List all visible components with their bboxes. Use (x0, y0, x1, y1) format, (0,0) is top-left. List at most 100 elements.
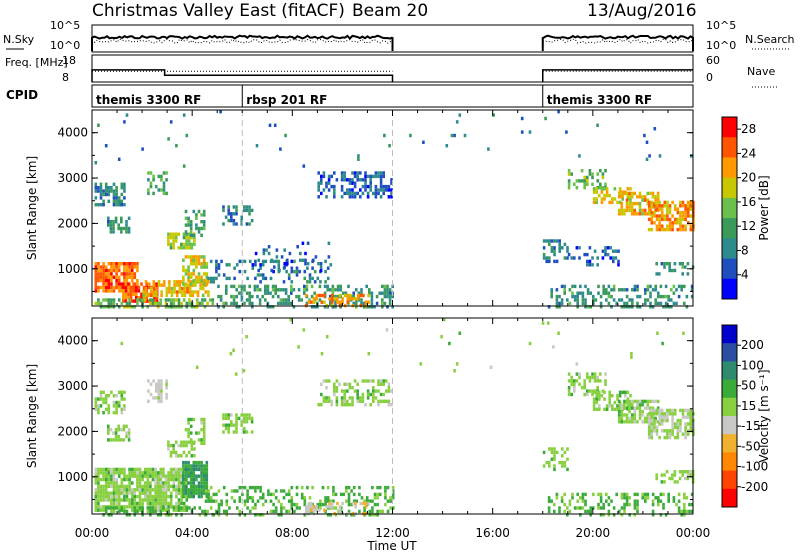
power-cell (248, 259, 252, 264)
vel-cell (385, 328, 389, 332)
vel-cell (689, 408, 693, 413)
power-cell (188, 298, 191, 302)
power-cell (151, 301, 155, 306)
power-cell (625, 205, 629, 209)
power-cell (612, 259, 615, 264)
vel-cell (180, 443, 183, 448)
power-cell (591, 175, 594, 180)
freq-panel: Freq. [MHz] 18 8 60 0 Nave (5, 54, 778, 88)
power-cell (626, 187, 630, 191)
power-cell (136, 265, 139, 269)
power-cell (625, 208, 629, 213)
vel-cell (651, 502, 655, 507)
power-cell (311, 276, 314, 281)
vel-cell (320, 352, 324, 356)
power-colorbar-tick-label-5: 24 (741, 146, 756, 160)
vel-cell (222, 430, 225, 434)
power-cell (689, 227, 693, 232)
power-cell (675, 301, 678, 306)
power-cell (656, 198, 660, 202)
vel-cell (579, 506, 582, 510)
vel-cell (352, 492, 356, 497)
vel-cell (662, 506, 665, 510)
power-cell (312, 258, 315, 262)
vel-cell (182, 443, 186, 448)
power-cell (189, 223, 193, 227)
vel-cell (643, 420, 647, 424)
power-cell (600, 200, 604, 205)
power-cell (656, 195, 660, 199)
power-cell (187, 272, 190, 276)
vel-cell (222, 423, 225, 427)
vel-cell (595, 400, 598, 405)
power-cell (330, 300, 334, 304)
vel-cell (167, 505, 170, 509)
power-cell (284, 291, 288, 295)
power-cell (655, 207, 659, 211)
power-colorbar-segment (722, 157, 737, 179)
power-cell (97, 186, 100, 190)
power-cell (99, 189, 103, 193)
power-cell (379, 195, 383, 199)
power-cell (649, 284, 652, 289)
power-cell (204, 290, 208, 294)
vel-cell (197, 467, 201, 472)
power-cell (195, 226, 198, 231)
power-cell (225, 263, 229, 267)
power-cell (127, 216, 131, 220)
vel-cell (159, 488, 163, 492)
vel-cell (365, 499, 369, 503)
power-cell (653, 127, 657, 131)
vel-cell (187, 471, 190, 475)
power-cell (604, 246, 607, 250)
power-cell (120, 262, 124, 266)
vel-cell (209, 496, 213, 500)
vel-cell (379, 379, 383, 383)
vel-cell (578, 382, 581, 386)
power-cell (279, 147, 282, 151)
vel-cell (187, 428, 190, 432)
power-cell (136, 279, 139, 283)
power-cell (271, 288, 275, 292)
vel-cell (115, 494, 118, 499)
power-cell (305, 284, 309, 289)
power-cell (97, 272, 100, 276)
vel-cell (686, 422, 690, 426)
power-cell (610, 294, 613, 299)
vel-cell (224, 426, 228, 431)
power-cell (555, 288, 559, 292)
vel-cell (169, 498, 173, 502)
power-cell (655, 217, 659, 222)
vel-cell (390, 389, 393, 393)
power-cell (99, 265, 103, 269)
power-cell (353, 174, 357, 179)
vel-cell (605, 492, 608, 497)
vel-cell (348, 403, 352, 407)
vel-cell (547, 499, 551, 503)
vel-cell (159, 484, 163, 489)
power-cell (187, 220, 190, 224)
power-cell (205, 262, 209, 266)
power-cell (655, 227, 659, 232)
power-cell (323, 291, 327, 295)
vel-cell (663, 415, 667, 419)
vel-cell (184, 460, 188, 465)
vel-cell (384, 496, 387, 500)
vel-cell (625, 492, 629, 497)
vel-cell (177, 508, 181, 512)
nsky-tick-top: 10^5 (50, 19, 80, 32)
power-cell (668, 221, 672, 225)
power-cell (240, 288, 244, 292)
vel-cell (162, 471, 165, 475)
power-cell (112, 189, 116, 193)
vel-cell (117, 390, 121, 394)
power-cell (613, 187, 617, 191)
power-cell (638, 201, 642, 206)
power-cell (686, 210, 690, 215)
power-cell (644, 288, 647, 292)
vel-cell (133, 494, 137, 499)
vel-cell (120, 498, 124, 502)
vel-colorbar-tick-label-1: 100 (741, 358, 764, 372)
vel-cell (117, 498, 121, 502)
vel-cell (630, 399, 634, 404)
